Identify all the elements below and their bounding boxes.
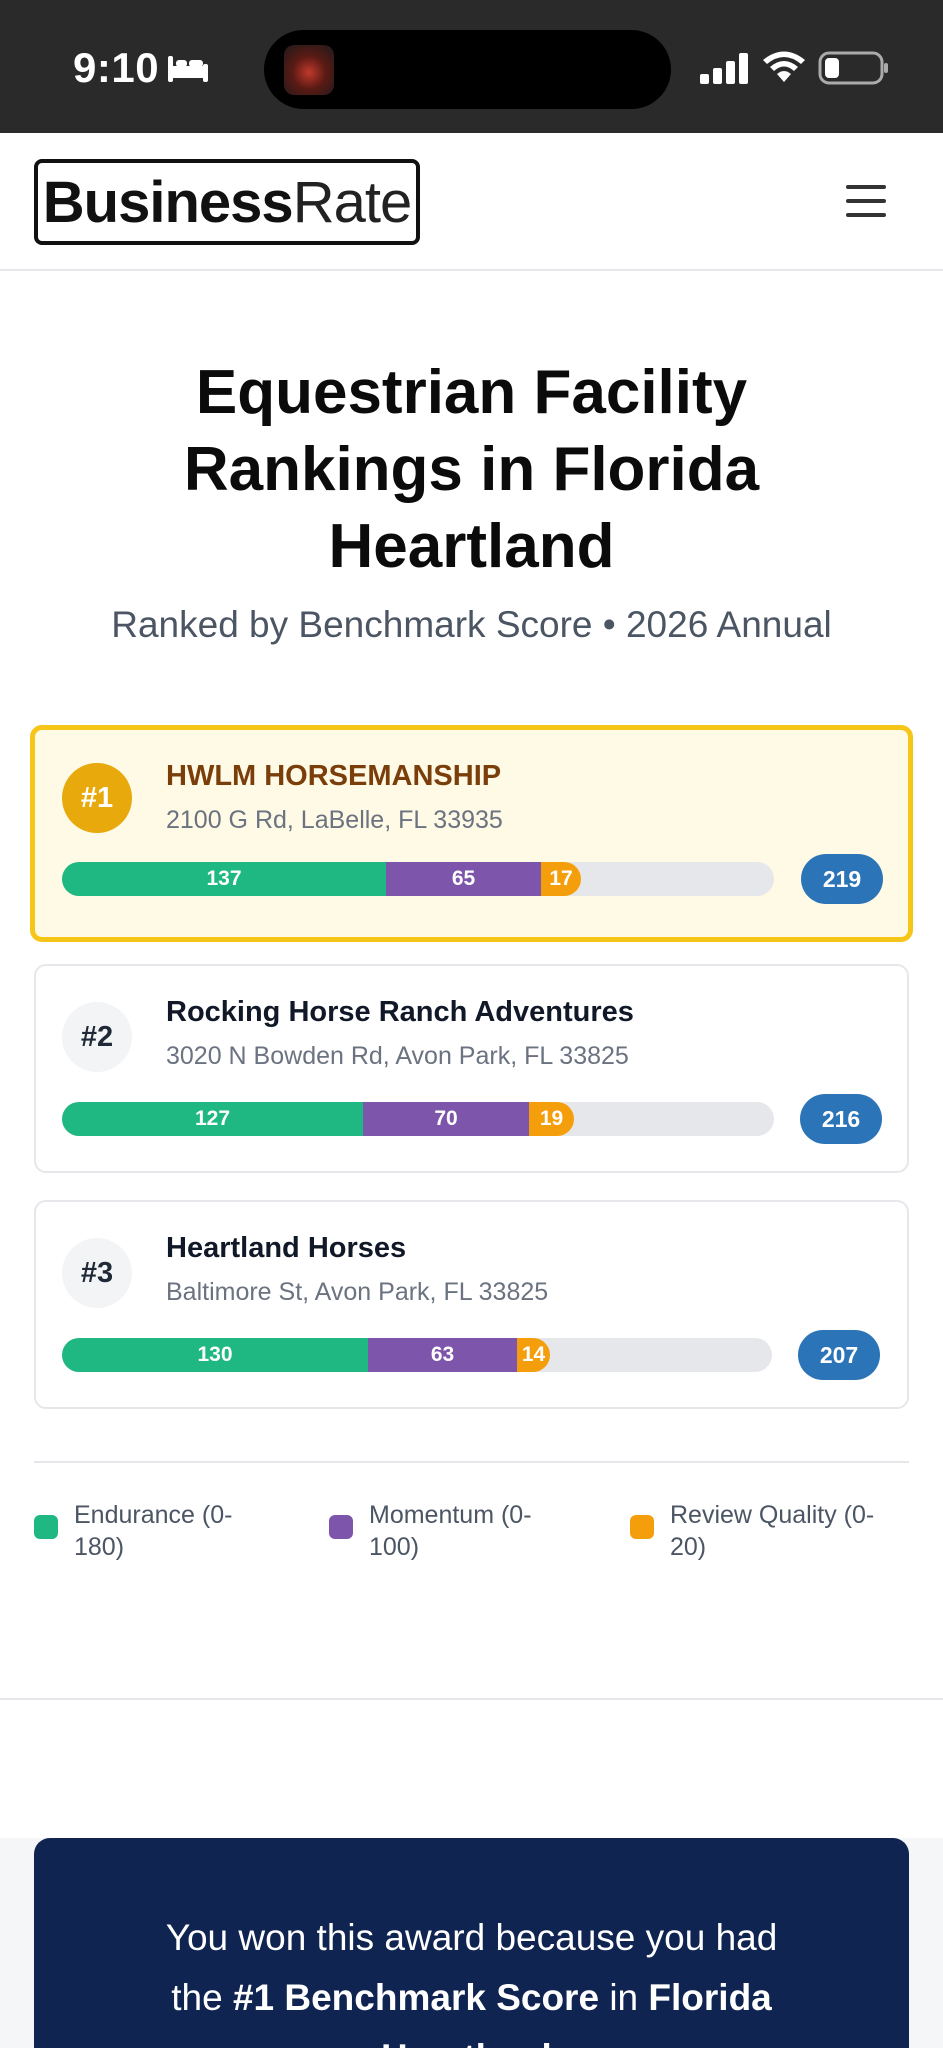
battery-icon bbox=[818, 51, 888, 85]
score-bar: 130 63 14 bbox=[62, 1338, 772, 1372]
legend-label-line: Endurance (0- bbox=[74, 1501, 233, 1529]
legend-label-line: Review Quality (0- bbox=[670, 1501, 875, 1529]
dynamic-island bbox=[264, 30, 671, 109]
status-bar: 9:10 bbox=[0, 0, 943, 133]
legend-swatch bbox=[329, 1515, 353, 1539]
award-line: Heartland. bbox=[74, 2028, 869, 2048]
businessrate-logo[interactable]: Business Rate bbox=[34, 159, 420, 245]
wifi-icon bbox=[763, 51, 805, 82]
rank-badge: #3 bbox=[62, 1238, 132, 1308]
business-address: Baltimore St, Avon Park, FL 33825 bbox=[166, 1278, 549, 1306]
legend-label: Endurance (0- 180) bbox=[74, 1499, 232, 1563]
legend-item-endurance: Endurance (0- 180) bbox=[34, 1499, 232, 1563]
ranking-card[interactable]: #3 Heartland Horses Baltimore St, Avon P… bbox=[34, 1200, 909, 1409]
award-text-segment: the bbox=[171, 1977, 223, 2018]
page-subtitle: Ranked by Benchmark Score • 2026 Annual bbox=[111, 604, 832, 645]
legend-label-line: 100) bbox=[369, 1533, 420, 1561]
business-name: HWLM HORSEMANSHIP bbox=[166, 760, 502, 792]
momentum-segment: 63 bbox=[368, 1338, 517, 1372]
award-text-segment: in bbox=[609, 1977, 639, 2018]
page-title: Equestrian Facility Rankings in Florida … bbox=[183, 358, 760, 581]
logo-light-text: Rate bbox=[292, 169, 413, 235]
endurance-segment: 137 bbox=[62, 862, 386, 896]
award-line: You won this award because you had bbox=[165, 1917, 778, 1958]
momentum-segment: 65 bbox=[386, 862, 541, 896]
rank-badge: #2 bbox=[62, 1002, 132, 1072]
score-bar: 137 65 17 bbox=[62, 862, 774, 896]
legend-label-line: 20) bbox=[670, 1533, 707, 1561]
legend-label: Momentum (0- 100) bbox=[369, 1499, 532, 1563]
ranking-card[interactable]: #2 Rocking Horse Ranch Adventures 3020 N… bbox=[34, 964, 909, 1173]
review-quality-segment: 14 bbox=[517, 1338, 550, 1372]
endurance-segment: 127 bbox=[62, 1102, 363, 1136]
award-explanation-box: You won this award because you had the #… bbox=[34, 1838, 909, 2048]
review-quality-segment: 17 bbox=[541, 862, 581, 896]
momentum-segment: 70 bbox=[363, 1102, 529, 1136]
award-highlight: Heartland. bbox=[381, 2037, 562, 2048]
award-line: the #1 Benchmark Score in Florida bbox=[74, 1968, 869, 2028]
divider bbox=[34, 1461, 909, 1463]
legend-label: Review Quality (0- 20) bbox=[670, 1499, 874, 1563]
site-header: Business Rate bbox=[0, 133, 943, 271]
ranking-card[interactable]: #1 HWLM HORSEMANSHIP 2100 G Rd, LaBelle,… bbox=[30, 725, 913, 942]
award-highlight: #1 Benchmark Score bbox=[232, 1977, 600, 2018]
status-time: 9:10 bbox=[73, 44, 160, 91]
total-score-badge: 216 bbox=[800, 1094, 882, 1144]
logo-bold-text: Business bbox=[42, 169, 294, 235]
total-score-badge: 207 bbox=[798, 1330, 880, 1380]
bed-icon bbox=[168, 56, 208, 82]
business-address: 3020 N Bowden Rd, Avon Park, FL 33825 bbox=[166, 1042, 629, 1070]
score-bar: 127 70 19 bbox=[62, 1102, 774, 1136]
now-playing-thumbnail[interactable] bbox=[284, 45, 334, 95]
hamburger-menu-icon[interactable] bbox=[846, 185, 886, 219]
endurance-segment: 130 bbox=[62, 1338, 368, 1372]
section-divider bbox=[0, 1698, 943, 1700]
legend-swatch bbox=[630, 1515, 654, 1539]
review-quality-segment: 19 bbox=[529, 1102, 574, 1136]
legend-item-review-quality: Review Quality (0- 20) bbox=[630, 1499, 874, 1563]
award-text: You won this award because you had the #… bbox=[74, 1908, 869, 2048]
legend-label-line: Momentum (0- bbox=[369, 1501, 532, 1529]
business-name: Rocking Horse Ranch Adventures bbox=[166, 996, 634, 1028]
total-score-badge: 219 bbox=[801, 854, 883, 904]
legend-item-momentum: Momentum (0- 100) bbox=[329, 1499, 532, 1563]
rank-badge: #1 bbox=[62, 763, 132, 833]
legend-swatch bbox=[34, 1515, 58, 1539]
business-name: Heartland Horses bbox=[166, 1232, 407, 1264]
signal-icon bbox=[700, 53, 748, 84]
business-address: 2100 G Rd, LaBelle, FL 33935 bbox=[166, 806, 503, 834]
legend-label-line: 180) bbox=[74, 1533, 125, 1561]
award-highlight: Florida bbox=[648, 1977, 772, 2018]
